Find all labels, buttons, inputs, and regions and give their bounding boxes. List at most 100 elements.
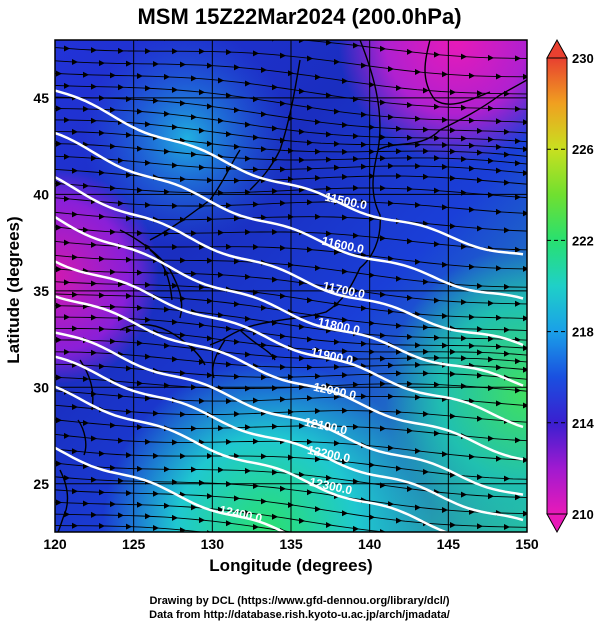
wind-arrow xyxy=(118,200,124,207)
map-title: MSM 15Z22Mar2024 (200.0hPa) xyxy=(137,4,462,29)
wind-arrow xyxy=(253,243,259,250)
wind-arrow xyxy=(118,281,124,288)
wind-arrow xyxy=(477,149,483,156)
wind-arrow xyxy=(469,142,475,149)
wind-arrow xyxy=(369,514,375,521)
wind-arrow xyxy=(388,393,394,400)
wind-arrow xyxy=(72,59,78,66)
wind-arrow xyxy=(307,297,313,304)
wind-arrow xyxy=(361,111,367,118)
wind-arrow xyxy=(164,110,170,117)
wind-arrow xyxy=(299,157,305,164)
wind-arrow xyxy=(523,402,527,409)
wind-arrow xyxy=(450,371,456,378)
wind-arrow xyxy=(91,117,97,124)
wind-arrow xyxy=(280,333,286,340)
wind-arrow xyxy=(380,332,386,339)
wind-arrow xyxy=(342,547,348,553)
wind-arrow xyxy=(99,169,105,176)
colorbar-max-arrow xyxy=(546,38,568,59)
wind-arrow xyxy=(523,366,527,373)
wind-arrow xyxy=(164,188,170,195)
wind-arrow xyxy=(434,297,440,304)
wind-arrow xyxy=(450,223,456,230)
wind-arrow xyxy=(315,119,321,126)
wind-arrow xyxy=(261,214,267,221)
wind-arrow xyxy=(477,127,483,134)
wind-arrow xyxy=(423,126,429,133)
wind-arrow xyxy=(469,263,475,270)
wind-arrow xyxy=(450,522,456,529)
wind-arrow xyxy=(477,523,483,530)
wind-arrow xyxy=(388,114,394,121)
x-tick-label: 125 xyxy=(122,536,146,552)
wind-arrow xyxy=(110,464,116,471)
wind-arrow xyxy=(145,281,151,288)
wind-arrow xyxy=(126,327,132,334)
wind-arrow xyxy=(342,214,348,221)
wind-arrow xyxy=(91,241,97,248)
wind-arrow xyxy=(83,71,89,78)
wind-arrow xyxy=(72,325,78,332)
x-tick-label: 130 xyxy=(201,536,225,552)
wind-arrow xyxy=(145,159,151,166)
wind-arrow xyxy=(207,140,213,147)
wind-arrow xyxy=(342,78,348,85)
wind-arrow xyxy=(261,66,267,73)
wind-arrow xyxy=(353,356,359,363)
wind-arrow xyxy=(99,255,105,262)
wind-arrow xyxy=(423,220,429,227)
wind-arrow xyxy=(207,297,213,304)
wind-arrow xyxy=(145,85,151,92)
wind-arrow xyxy=(137,340,143,347)
wind-arrow xyxy=(110,106,116,113)
wind-arrow xyxy=(307,139,313,146)
wind-arrow xyxy=(307,438,313,445)
wind-arrow xyxy=(469,508,475,515)
wind-arrow xyxy=(353,525,359,532)
wind-arrow xyxy=(253,166,259,173)
wind-arrow xyxy=(191,114,197,121)
wind-arrow xyxy=(442,342,448,349)
wind-arrow xyxy=(442,204,448,211)
wind-arrow xyxy=(234,258,240,265)
wind-arrow xyxy=(64,195,70,202)
wind-arrow xyxy=(334,535,340,541)
wind-arrow xyxy=(434,103,440,110)
streamline xyxy=(294,40,527,59)
wind-arrow xyxy=(280,485,286,492)
wind-arrow xyxy=(110,338,116,345)
wind-arrow xyxy=(153,60,159,67)
y-tick-label: 45 xyxy=(33,90,49,106)
wind-arrow xyxy=(280,100,286,107)
wind-arrow xyxy=(234,411,240,418)
wind-arrow xyxy=(91,314,97,321)
x-tick-label: 120 xyxy=(43,536,67,552)
wind-arrow xyxy=(415,394,421,401)
wind-arrow xyxy=(64,279,70,286)
wind-arrow xyxy=(64,153,70,160)
wind-arrow xyxy=(388,362,394,369)
wind-arrow xyxy=(199,48,205,55)
wind-arrow xyxy=(434,51,440,58)
wind-arrow xyxy=(380,355,386,362)
wind-arrow xyxy=(515,160,521,167)
wind-arrow xyxy=(99,292,105,299)
wind-arrow xyxy=(56,105,62,112)
wind-arrow xyxy=(137,73,143,80)
wind-arrow xyxy=(199,164,205,171)
wind-arrow xyxy=(504,350,510,357)
wind-arrow xyxy=(407,102,413,109)
wind-arrow xyxy=(380,185,386,192)
wind-arrow xyxy=(477,372,483,379)
wind-arrow xyxy=(137,501,143,508)
wind-arrow xyxy=(261,537,267,543)
wind-arrow xyxy=(272,423,278,430)
wind-arrow xyxy=(415,202,421,209)
wind-arrow xyxy=(137,230,143,237)
wind-arrow xyxy=(145,513,151,520)
wind-arrow xyxy=(396,322,402,329)
wind-arrow xyxy=(245,509,251,516)
wind-arrow xyxy=(191,151,197,158)
wind-arrow xyxy=(307,199,313,206)
